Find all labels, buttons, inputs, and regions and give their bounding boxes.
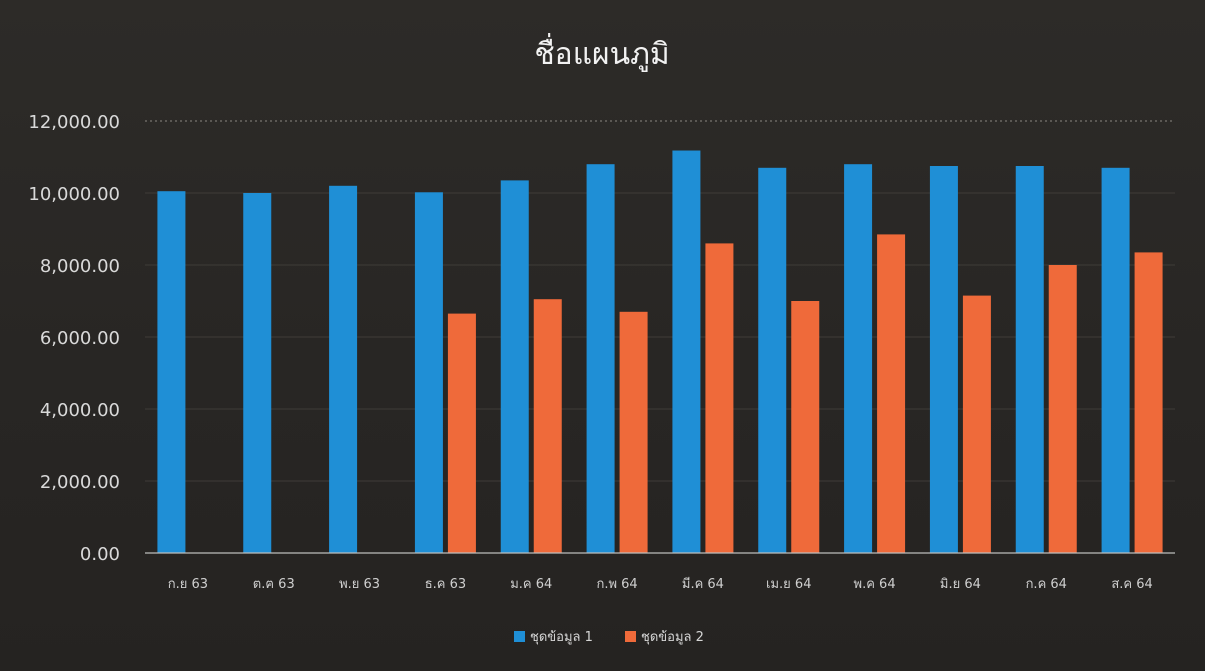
x-category-label: ส.ค 64 (1111, 577, 1152, 592)
x-axis-category-labels: ก.ย 63 ต.ฅ 63 พ.ย 63 ธ.ค 63 ม.ค 64 ก.พ 64 มี.ค… (168, 576, 1153, 592)
bar-series-2 (1134, 252, 1163, 553)
bar-series-1 (1015, 166, 1044, 553)
y-tick-label: 4,000.00 (40, 400, 120, 421)
legend-label-series-1: ชุดข้อมูล 1 (530, 630, 593, 645)
bar-series-1 (414, 192, 443, 553)
x-category-label: ต.ฅ 63 (253, 577, 295, 592)
y-tick-label: 8,000.00 (40, 256, 120, 277)
y-tick-label: 12,000.00 (28, 112, 120, 133)
bar-series-1 (672, 150, 701, 553)
bar-series-2 (791, 301, 820, 553)
bar-series-1 (586, 164, 615, 553)
legend-swatch-series-2 (625, 631, 636, 642)
bar-series-2 (447, 313, 476, 553)
y-tick-label: 2,000.00 (40, 472, 120, 493)
bar-series-1 (500, 180, 529, 553)
x-category-label: ธ.ค 63 (425, 577, 466, 592)
x-category-label: พ.ค 64 (854, 577, 896, 592)
x-category-label: เม.ย 64 (766, 577, 811, 592)
y-tick-label: 6,000.00 (40, 328, 120, 349)
bar-series-2 (1048, 265, 1077, 553)
bar-series-2 (962, 295, 991, 553)
legend-label-series-2: ชุดข้อมูล 2 (641, 630, 704, 645)
y-axis-tick-labels: 0.00 2,000.00 4,000.00 6,000.00 8,000.00 10,0… (28, 112, 120, 565)
legend-swatch-series-1 (514, 631, 525, 642)
bar-layer (157, 150, 1163, 554)
x-category-label: ก.ย 63 (168, 577, 208, 592)
bar-series-1 (844, 164, 873, 553)
bar-series-1 (157, 191, 186, 553)
bar-series-1 (329, 185, 358, 554)
bar-series-2 (533, 299, 562, 553)
x-category-label: มิ.ย 64 (940, 577, 981, 592)
y-tick-label: 10,000.00 (28, 184, 120, 205)
x-category-label: มี.ค 64 (682, 576, 724, 592)
bar-series-2 (619, 311, 648, 553)
chart-title: ชื่อแผนภูมิ (534, 33, 669, 72)
x-category-label: ม.ค 64 (510, 577, 552, 592)
bar-series-1 (1101, 167, 1130, 554)
y-tick-label: 0.00 (80, 544, 120, 565)
bar-series-1 (243, 193, 272, 553)
legend: ชุดข้อมูล 1 ชุดข้อมูล 2 (514, 630, 704, 645)
x-category-label: ก.พ 64 (596, 577, 637, 592)
bar-series-1 (758, 167, 787, 554)
bar-series-2 (877, 234, 906, 553)
bar-series-1 (929, 166, 958, 553)
x-category-label: พ.ย 63 (339, 577, 380, 592)
bar-series-2 (705, 243, 734, 553)
x-category-label: ก.ค 64 (1026, 577, 1067, 592)
grid-layer (145, 120, 1175, 482)
